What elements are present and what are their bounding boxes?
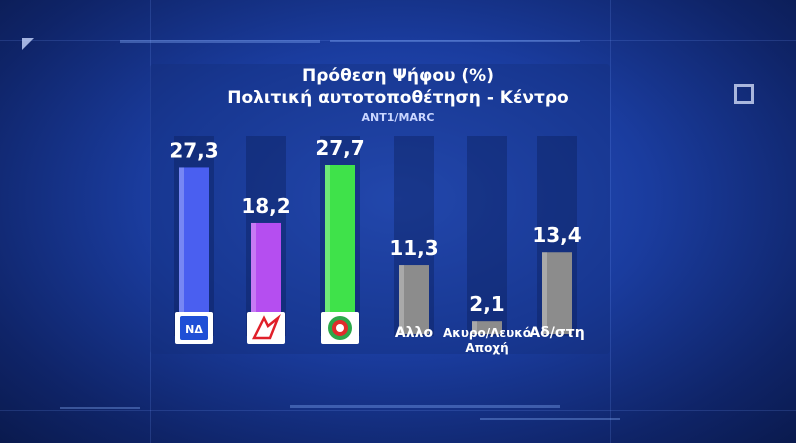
bar-background	[467, 136, 507, 336]
value-label: 13,4	[532, 223, 581, 247]
pasok-logo-icon	[321, 312, 359, 344]
chart-panel	[150, 64, 610, 354]
chart-title: Πρόθεση Ψήφου (%)	[302, 66, 494, 86]
syriza-logo-icon	[247, 312, 285, 344]
svg-text:ΝΔ: ΝΔ	[185, 323, 203, 336]
chart-source: ANT1/MARC	[361, 111, 435, 124]
bar-highlight	[179, 167, 184, 334]
bar	[399, 265, 429, 334]
nd-logo-icon: ΝΔ	[175, 312, 213, 344]
bar-highlight	[325, 165, 330, 334]
corner-decoration	[22, 38, 34, 50]
category-label: Ακυρο/Λευκό	[443, 326, 531, 340]
bar	[179, 167, 209, 334]
value-label: 2,1	[469, 292, 504, 316]
value-label: 27,3	[169, 138, 218, 162]
bar	[325, 165, 355, 334]
value-label: 11,3	[389, 236, 438, 260]
chart-subtitle: Πολιτική αυτοτοποθέτηση - Κέντρο	[227, 88, 569, 108]
category-label-line2: Αποχή	[465, 341, 508, 355]
category-label: Αδ/στη	[529, 325, 584, 341]
category-label: Αλλο	[395, 325, 434, 341]
bar	[542, 252, 572, 334]
bar-highlight	[472, 321, 477, 334]
bar-highlight	[542, 252, 547, 334]
bar	[472, 321, 502, 334]
value-label: 27,7	[315, 136, 364, 160]
value-label: 18,2	[241, 194, 290, 218]
square-icon	[734, 84, 754, 104]
bar-highlight	[399, 265, 404, 334]
bar-highlight	[251, 222, 256, 334]
